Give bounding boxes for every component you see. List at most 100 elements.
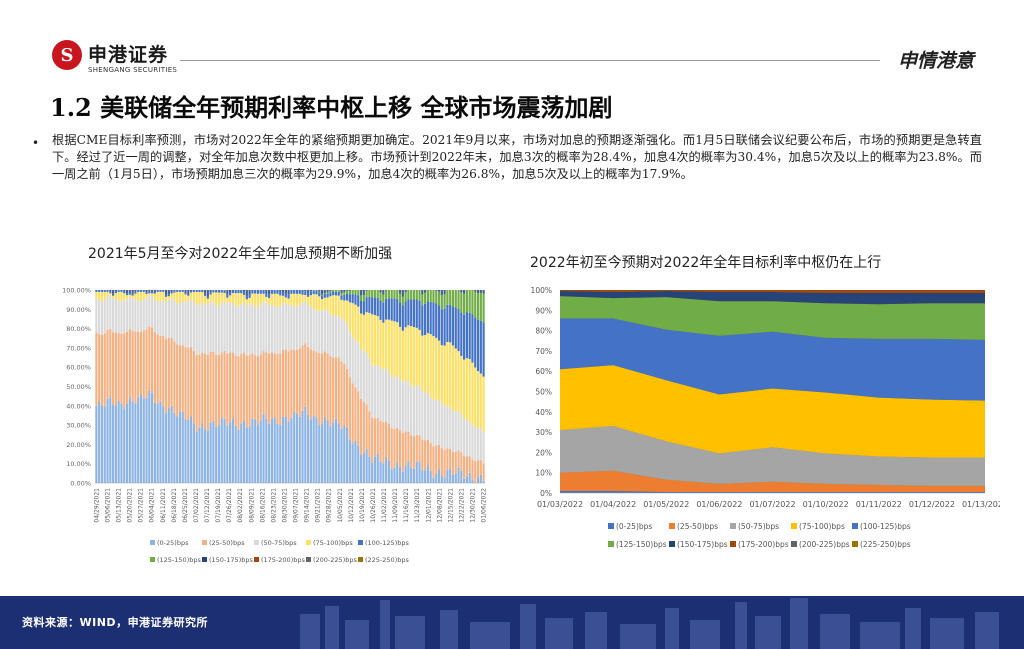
chart2-legend-label: (75-100)bps xyxy=(799,522,845,531)
chart1-bar-segment xyxy=(449,448,452,469)
chart2-legend-label: (175-200)bps xyxy=(738,540,789,549)
chart1-bar-segment xyxy=(226,290,229,295)
chart1-bar-segment xyxy=(248,426,251,483)
chart1-bar-segment xyxy=(279,291,282,296)
chart1-bar-segment xyxy=(262,351,265,414)
chart1-bar-segment xyxy=(181,301,184,346)
chart2-legend-label: (125-150)bps xyxy=(616,540,667,549)
chart2-x-tick: 01/07/2022 xyxy=(749,500,795,509)
chart1-bar-segment xyxy=(284,349,287,417)
chart1-bar-segment xyxy=(332,291,335,296)
chart1-bar-segment xyxy=(206,354,209,431)
chart1-bar-segment xyxy=(259,420,262,483)
chart1-bar-segment xyxy=(387,371,390,424)
chart1-bar-segment xyxy=(198,305,201,355)
chart1-bar-segment xyxy=(343,292,346,295)
chart1-bar-segment xyxy=(273,353,276,418)
chart1-bar-segment xyxy=(237,429,240,483)
chart1-bar-segment xyxy=(435,303,438,338)
chart1-bar-segment xyxy=(312,415,315,483)
chart1-bar-segment xyxy=(373,315,377,366)
chart1-bar-segment xyxy=(318,292,321,297)
chart1-bar-segment xyxy=(457,290,460,309)
chart1-bar-segment xyxy=(379,290,382,293)
chart1-bar-segment xyxy=(273,293,276,307)
chart1-y-tick: 90.00% xyxy=(66,306,91,314)
chart1-bar-segment xyxy=(148,295,151,327)
chart1-bar-segment xyxy=(273,417,276,483)
chart1-bar-segment xyxy=(471,290,474,315)
chart1-bar-segment xyxy=(451,290,455,307)
chart1-bar-segment xyxy=(404,290,407,293)
chart1-bar-segment xyxy=(412,468,416,483)
chart1-bar-segment xyxy=(137,300,140,332)
chart1-bar-segment xyxy=(162,291,165,301)
chart1-bar-segment xyxy=(307,304,310,347)
chart1-bar-segment xyxy=(404,301,407,328)
chart1-bar-segment xyxy=(390,298,393,321)
chart1-bar-segment xyxy=(359,313,363,349)
chart1-bar-segment xyxy=(281,416,285,483)
chart1-bar-segment xyxy=(162,300,165,337)
chart1-bar-segment xyxy=(482,293,485,323)
chart2-area-series xyxy=(560,290,985,293)
chart1-bar-segment xyxy=(329,290,332,292)
chart1-bar-segment xyxy=(407,290,410,300)
chart1-bar-segment xyxy=(117,290,120,292)
logo: 申港证券 SHENGANG SECURITIES xyxy=(88,40,177,74)
chart1-bar-segment xyxy=(109,329,112,398)
chart1-bar-segment xyxy=(385,457,388,483)
chart1-bar-segment xyxy=(460,413,463,453)
chart1-bar-segment xyxy=(482,432,485,464)
chart1-title: 2021年5月至今对2022年全年加息预期不断加强 xyxy=(88,246,393,262)
chart1-bar-segment xyxy=(465,358,468,420)
chart1-bar-segment xyxy=(354,387,357,441)
chart1-bar-segment xyxy=(268,294,271,298)
chart1-bar-segment xyxy=(385,319,388,369)
chart2-area-series xyxy=(560,318,985,401)
chart1-legend-label: (125-150)bps xyxy=(157,556,201,564)
chart1-bar-segment xyxy=(212,292,215,303)
chart2-legend-label: (50-75)bps xyxy=(738,522,779,531)
chart1-bar-segment xyxy=(123,333,126,409)
chart1-bar-segment xyxy=(265,302,268,353)
chart1-y-tick: 80.00% xyxy=(66,325,91,333)
chart1-x-tick: 06/04/2021 xyxy=(149,488,156,523)
chart1-bar-segment xyxy=(139,331,143,395)
chart1-bar-segment xyxy=(446,341,449,406)
chart1-bar-segment xyxy=(385,421,388,458)
chart2-y-tick: 50% xyxy=(535,388,552,397)
chart1-bar-segment xyxy=(476,427,480,461)
chart2-x-tick: 01/04/2022 xyxy=(590,500,636,509)
chart1-bar-segment xyxy=(365,352,368,405)
chart1-bar-segment xyxy=(348,377,351,440)
chart1-bar-segment xyxy=(170,290,173,292)
chart2-legend-swatch xyxy=(791,541,797,547)
chart1-bar-segment xyxy=(479,428,482,460)
chart1-bar-segment xyxy=(103,290,106,292)
chart1-bar-segment xyxy=(284,293,287,298)
chart1-legend-label: (175-200)bps xyxy=(261,556,305,564)
chart1-bar-segment xyxy=(242,302,246,353)
chart1-bar-segment xyxy=(418,462,421,483)
chart1-bar-segment xyxy=(284,416,287,483)
chart1-bar-segment xyxy=(301,302,304,346)
chart1-bar-segment xyxy=(343,294,346,301)
chart1-bar-segment xyxy=(100,334,104,406)
chart1-bar-segment xyxy=(284,303,287,350)
chart1-bar-segment xyxy=(404,431,407,466)
chart1-bar-segment xyxy=(426,332,429,393)
chart1-bar-segment xyxy=(134,299,137,332)
chart1-bar-segment xyxy=(354,290,357,295)
chart1-bar-segment xyxy=(106,296,109,330)
chart1-x-tick: 10/05/2021 xyxy=(337,488,344,523)
chart1-bar-segment xyxy=(265,293,268,297)
chart2-y-tick: 30% xyxy=(535,428,552,437)
chart1-bar-segment xyxy=(248,297,251,305)
chart1-bar-segment xyxy=(357,445,360,483)
chart1-bar-segment xyxy=(309,349,312,420)
chart1-bar-segment xyxy=(226,303,229,354)
chart1-bar-segment xyxy=(103,406,106,483)
chart1-bar-segment xyxy=(332,290,335,292)
chart1-bar-segment xyxy=(134,290,137,292)
